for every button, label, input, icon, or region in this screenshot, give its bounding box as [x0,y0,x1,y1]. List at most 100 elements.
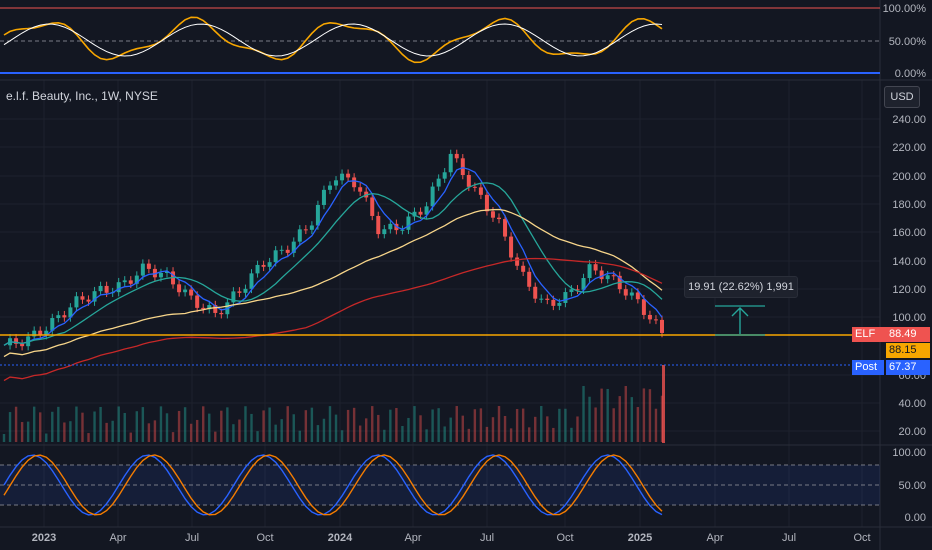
stoch-d-line [3,454,663,516]
price-tick-label: 140.00 [892,256,926,268]
candle-body [158,272,163,278]
volume-bar [365,418,368,442]
volume-bar [479,408,483,442]
volume-bar [75,406,78,442]
volume-bar [636,407,640,442]
candle-body [14,338,19,344]
volume-bar [648,389,652,442]
volume-bar [340,430,344,442]
candle-body [86,299,91,302]
volume-bar [171,432,175,442]
candle-body [56,315,61,319]
candle-body [164,271,169,273]
symbol-price-tag: ELF [852,327,890,342]
volume-bar [467,428,471,442]
candle-body [352,177,357,188]
candle-body [660,319,664,333]
volume-bar [606,388,609,442]
candle-body [563,292,568,303]
price-tick-label: 100.00 [892,312,926,324]
candle-body [400,229,405,231]
stoch-tick-label: 50.00 [898,480,926,492]
volume-bar [298,430,301,442]
volume-bar [515,409,519,442]
ma-fast-line [3,166,663,346]
price-tick-label: 180.00 [892,199,926,211]
volume-bar [129,432,132,442]
volume-bar [662,365,665,443]
volume-bar [87,433,90,442]
candle-body [623,289,628,296]
candle-body [237,291,242,293]
candle-body [62,315,67,318]
candle-body [436,178,441,187]
stoch-band-fill [0,465,880,505]
x-axis-label: Oct [556,532,573,544]
volume-bar [503,415,507,442]
price-tick-label: 240.00 [892,114,926,126]
volume-bar [2,434,6,442]
candle-body [146,263,151,269]
volume-bar [322,418,326,442]
candle-body [183,289,188,293]
candle-body [551,299,556,306]
volume-bar [238,419,241,442]
volume-bar [63,422,66,442]
volume-bar [509,428,513,442]
post-label: Post [855,361,878,373]
candle-body [515,257,520,266]
x-axis-label: Jul [480,532,494,544]
volume-bar [419,415,422,442]
candle-body [134,275,139,284]
ma-slow-line [3,208,663,358]
rsi-tick-label: 0.00% [895,68,926,80]
candle-body [430,186,435,207]
candle-body [38,330,43,336]
ma-mid-line [3,182,663,346]
volume-bar [159,406,163,442]
candle-body [68,307,73,318]
volume-bar [14,406,18,442]
price-tick-label: 20.00 [898,426,926,438]
volume-bar [576,416,579,442]
candle-body [74,296,79,308]
volume-bar [316,425,320,442]
candle-body [448,153,453,173]
candle-body [32,330,37,337]
volume-bar [93,411,96,442]
candle-body [406,216,411,230]
candle-body [388,223,393,230]
x-axis-label: Apr [404,532,421,544]
candle-body [605,275,610,280]
volume-bar [383,429,386,442]
volume-bar [455,406,458,442]
volume-bar [377,414,380,442]
volume-bar [540,406,543,442]
candle-body [635,292,640,300]
candle-body [98,285,103,292]
candle-body [418,211,423,215]
volume-bar [310,407,314,442]
volume-bar [407,417,410,442]
volume-bar [8,412,12,442]
rsi-line [3,16,663,64]
volume-bar [618,396,621,442]
candle-body [80,296,85,300]
price-tick-label: 200.00 [892,171,926,183]
volume-bar [292,414,295,442]
candle-body [321,189,326,205]
candle-body [231,291,236,303]
x-axis-label: Oct [853,532,870,544]
candle-body [201,307,206,310]
volume-bar [371,406,374,442]
currency-button[interactable]: USD [884,86,920,108]
candle-body [327,185,332,190]
volume-bar [630,397,634,442]
candle-body [213,305,218,313]
rsi-panel [0,0,880,80]
volume-bar [612,408,615,442]
candle-body [466,175,471,187]
candle-body [177,284,182,293]
candle-body [261,264,266,267]
